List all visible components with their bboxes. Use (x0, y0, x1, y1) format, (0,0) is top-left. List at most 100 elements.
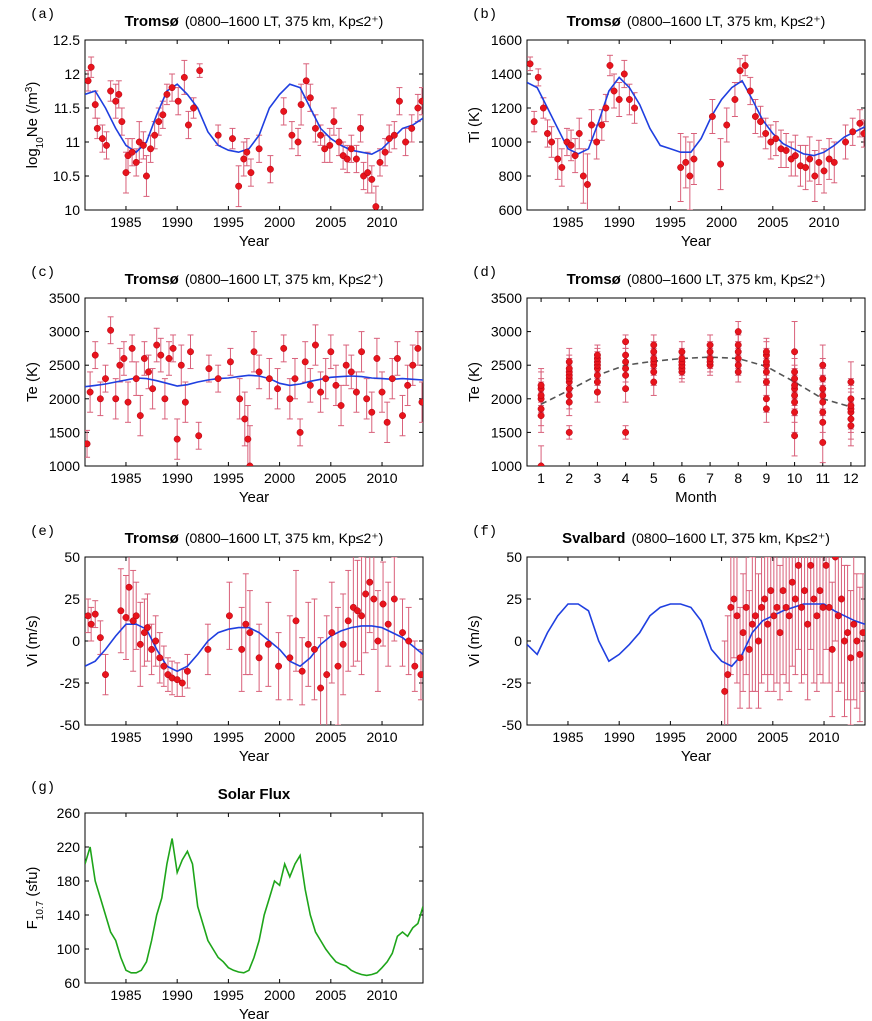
y-tick-label: 1200 (491, 100, 522, 116)
data-point (650, 341, 658, 349)
data-point (140, 629, 148, 637)
y-tick-label: 2000 (491, 391, 522, 407)
data-point (304, 640, 312, 648)
data-point (706, 341, 714, 349)
x-tick-label: 5 (650, 470, 658, 486)
data-point (847, 654, 855, 662)
data-point (414, 104, 422, 112)
data-point (736, 654, 744, 662)
x-tick-label: 2000 (264, 214, 295, 230)
data-point (537, 462, 545, 466)
axes-box (84, 39, 424, 211)
y-tick-label: 11 (65, 134, 80, 150)
y-axis-label: log10Ne (/m3) (24, 82, 46, 169)
x-tick-label: 2005 (315, 987, 346, 1003)
data-point (327, 348, 335, 356)
data-point (417, 671, 423, 679)
x-tick-label: 2005 (757, 214, 788, 230)
data-point (537, 405, 545, 413)
data-point (828, 645, 836, 653)
plot-area (85, 557, 423, 725)
data-point (129, 617, 137, 625)
y-tick-label: -50 (60, 717, 80, 733)
plot-area (537, 321, 855, 466)
data-point (588, 121, 595, 129)
y-tick-label: 220 (57, 839, 81, 855)
data-point (724, 671, 732, 679)
data-point (168, 84, 176, 92)
data-point (779, 587, 787, 595)
panel-e: 1985 1990 1995 2000 2005 2010 -50 -25 0 25 50 Year V… (24, 524, 424, 765)
data-point (762, 405, 770, 413)
data-point (161, 395, 169, 403)
data-point (785, 612, 793, 620)
data-point (706, 355, 714, 362)
data-point (801, 587, 809, 595)
data-point (265, 375, 273, 383)
panel-title: Solar Flux (218, 786, 291, 803)
series-line (527, 603, 865, 668)
data-point (368, 408, 376, 416)
data-point (117, 607, 125, 615)
data-point (291, 375, 299, 383)
data-point (370, 595, 378, 603)
data-point (806, 155, 814, 163)
data-point (187, 348, 194, 356)
x-tick-label: 2010 (808, 729, 839, 745)
data-point (139, 141, 147, 149)
data-point (770, 612, 778, 620)
data-point (791, 398, 799, 406)
data-point (565, 391, 573, 399)
data-point (731, 96, 739, 103)
data-point (791, 152, 799, 160)
data-point (297, 101, 305, 109)
data-point (368, 175, 376, 183)
data-point (393, 355, 401, 362)
data-point (758, 603, 766, 611)
panel-letter: (b) (472, 7, 497, 23)
y-tick-label: 1000 (49, 458, 80, 474)
data-point (791, 348, 799, 356)
data-point (746, 87, 754, 95)
y-axis-label-part: (sfu) (24, 867, 41, 901)
axes-box (526, 39, 866, 211)
x-tick-label: 1995 (655, 729, 686, 745)
data-point (173, 676, 181, 684)
data-point (682, 158, 690, 166)
y-tick-label: 140 (57, 907, 81, 923)
y-axis-label-part: Ne (/m (24, 92, 41, 137)
x-tick-label: 2 (565, 470, 573, 486)
data-point (822, 561, 830, 569)
x-tick-label: 2000 (706, 214, 737, 230)
data-point (762, 378, 770, 386)
data-point (834, 612, 842, 620)
y-tick-label: -25 (60, 675, 80, 691)
data-point (399, 629, 406, 637)
panel-letter: (d) (472, 265, 497, 281)
x-tick-label: 10 (787, 470, 803, 486)
data-point (85, 612, 92, 620)
x-axis-label: Year (681, 748, 711, 765)
data-point (849, 128, 857, 136)
plot-area (85, 56, 423, 210)
data-point (160, 662, 168, 670)
y-tick-label: 1000 (491, 458, 522, 474)
data-point (91, 351, 99, 359)
data-point (255, 145, 263, 153)
x-tick-label: 2010 (366, 470, 397, 486)
data-point (622, 428, 630, 436)
data-point (343, 155, 351, 163)
y-axis-label-part: 3 (24, 86, 35, 92)
data-point (294, 138, 302, 146)
y-tick-label: 1400 (491, 66, 522, 82)
data-point (374, 637, 382, 645)
data-point (312, 124, 319, 132)
data-point (734, 348, 742, 356)
data-point (383, 418, 391, 426)
data-point (157, 351, 165, 359)
data-point (841, 637, 848, 645)
data-point (593, 138, 601, 146)
series-line (540, 356, 852, 408)
x-tick-label: 1985 (110, 470, 141, 486)
data-point (296, 428, 304, 436)
